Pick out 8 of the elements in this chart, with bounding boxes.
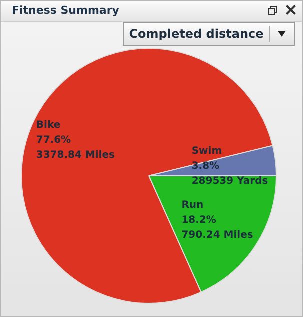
chart-subtitle: Completed distance (128, 27, 265, 41)
data-label: 77.6% 3378.84 Miles (36, 134, 116, 161)
chart-title: Fitness Summary (12, 4, 120, 17)
data-label: 3.8% 289539 Yards (192, 160, 268, 187)
slice-label: Swim (192, 146, 222, 157)
slice-label: Run (182, 200, 204, 211)
data-label: 18.2% 790.24 Miles (182, 214, 254, 241)
slice-label: Bike (36, 120, 61, 131)
